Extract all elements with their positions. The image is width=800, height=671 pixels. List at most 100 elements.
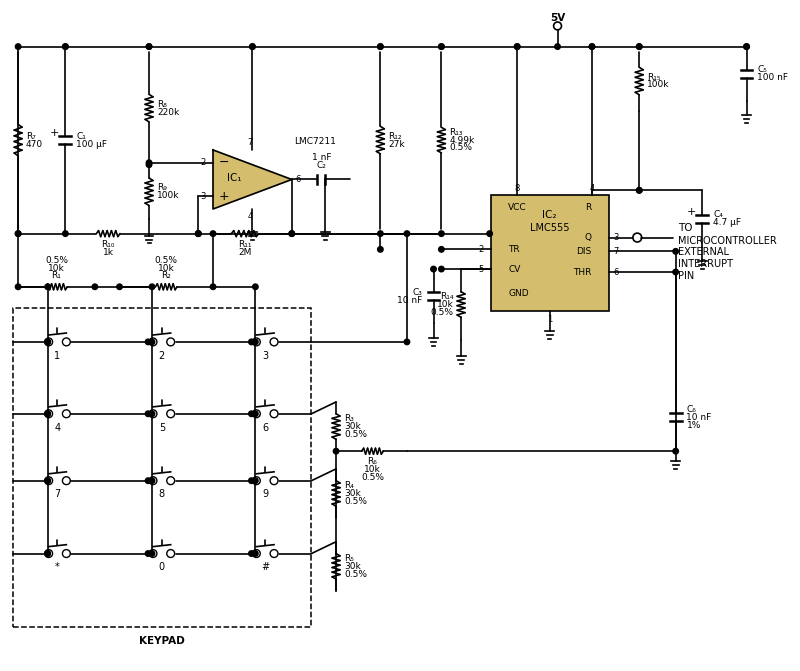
Circle shape (430, 266, 436, 272)
Text: 0: 0 (158, 562, 165, 572)
Text: 30k: 30k (344, 489, 361, 498)
Text: 4: 4 (54, 423, 61, 433)
Circle shape (673, 248, 678, 254)
Circle shape (146, 339, 151, 345)
Circle shape (45, 478, 50, 483)
Text: R₁₅: R₁₅ (647, 72, 661, 82)
Circle shape (117, 284, 122, 289)
Text: 2M: 2M (238, 248, 252, 257)
Text: 4.99k: 4.99k (450, 136, 474, 145)
Text: 7: 7 (54, 489, 61, 499)
Text: 5: 5 (478, 264, 484, 274)
Circle shape (378, 247, 383, 252)
Text: 9: 9 (262, 489, 268, 499)
Circle shape (45, 339, 50, 345)
Text: +: + (50, 128, 59, 138)
Circle shape (150, 284, 154, 289)
Circle shape (146, 551, 151, 556)
Circle shape (150, 339, 154, 345)
Text: IC₁: IC₁ (227, 172, 242, 183)
Text: 0.5%: 0.5% (430, 308, 454, 317)
Text: 5: 5 (158, 423, 165, 433)
Circle shape (150, 411, 154, 417)
Text: 0.5%: 0.5% (361, 473, 384, 482)
Text: 3: 3 (614, 233, 619, 242)
Circle shape (195, 231, 201, 236)
Text: *: * (55, 562, 60, 572)
Circle shape (249, 411, 254, 417)
Circle shape (514, 44, 520, 50)
Circle shape (146, 44, 152, 50)
Text: 27k: 27k (388, 140, 405, 148)
Text: 6: 6 (296, 175, 301, 184)
Circle shape (146, 162, 152, 168)
Text: 0.5%: 0.5% (154, 256, 178, 264)
Circle shape (45, 478, 50, 483)
Circle shape (15, 284, 21, 289)
Circle shape (744, 44, 750, 50)
Text: 2: 2 (158, 351, 165, 361)
Text: 1 nF: 1 nF (311, 154, 331, 162)
Circle shape (146, 160, 152, 166)
Circle shape (249, 478, 254, 483)
Text: C₆: C₆ (686, 405, 696, 414)
Circle shape (250, 44, 255, 50)
Circle shape (92, 284, 98, 289)
Text: 10k: 10k (158, 264, 174, 272)
Text: 30k: 30k (344, 422, 361, 431)
Text: 10 nF: 10 nF (686, 413, 712, 421)
Text: 0.5%: 0.5% (344, 430, 367, 439)
FancyBboxPatch shape (490, 195, 609, 311)
Text: 0.5%: 0.5% (45, 256, 68, 264)
Circle shape (62, 231, 68, 236)
Text: 100 nF: 100 nF (758, 73, 788, 82)
Circle shape (146, 478, 151, 483)
Circle shape (637, 188, 642, 193)
Text: R₆: R₆ (367, 458, 378, 466)
Text: 10k: 10k (437, 300, 454, 309)
Text: 0.5%: 0.5% (344, 497, 367, 506)
Circle shape (195, 231, 201, 236)
Circle shape (438, 247, 444, 252)
Circle shape (253, 284, 258, 289)
Text: R₁₁: R₁₁ (238, 240, 252, 249)
Text: R₄: R₄ (344, 481, 354, 490)
Text: R₃: R₃ (344, 414, 354, 423)
Text: KEYPAD: KEYPAD (139, 636, 186, 646)
Text: 2: 2 (478, 245, 484, 254)
Text: 220k: 220k (157, 107, 179, 117)
Circle shape (438, 231, 444, 236)
Text: +: + (686, 207, 696, 217)
Text: 7: 7 (248, 138, 253, 146)
Text: R₉: R₉ (157, 183, 166, 193)
Text: R₁₂: R₁₂ (388, 132, 402, 141)
Circle shape (15, 231, 21, 236)
Text: #: # (261, 562, 270, 572)
Circle shape (744, 44, 750, 50)
Text: C₅: C₅ (758, 65, 767, 74)
Text: 6: 6 (262, 423, 268, 433)
Text: +: + (218, 190, 229, 203)
Circle shape (62, 44, 68, 50)
Text: C₁: C₁ (76, 132, 86, 141)
Text: INTERRUPT: INTERRUPT (678, 259, 733, 269)
Text: TR: TR (508, 245, 520, 254)
Circle shape (15, 44, 21, 50)
Text: GND: GND (508, 289, 529, 298)
Text: 1%: 1% (686, 421, 701, 429)
Text: 8: 8 (158, 489, 165, 499)
Text: IC₂: IC₂ (542, 210, 557, 220)
Text: MICROCONTROLLER: MICROCONTROLLER (678, 236, 776, 246)
Circle shape (438, 44, 444, 50)
Text: CV: CV (508, 264, 521, 274)
Circle shape (487, 231, 492, 236)
Circle shape (404, 339, 410, 345)
Circle shape (253, 478, 258, 483)
Circle shape (45, 551, 50, 556)
Text: 100 μF: 100 μF (76, 140, 107, 148)
Text: 3: 3 (262, 351, 268, 361)
Circle shape (253, 551, 258, 556)
Text: 10k: 10k (48, 264, 65, 272)
Text: 10 nF: 10 nF (398, 295, 422, 305)
Circle shape (195, 231, 201, 236)
